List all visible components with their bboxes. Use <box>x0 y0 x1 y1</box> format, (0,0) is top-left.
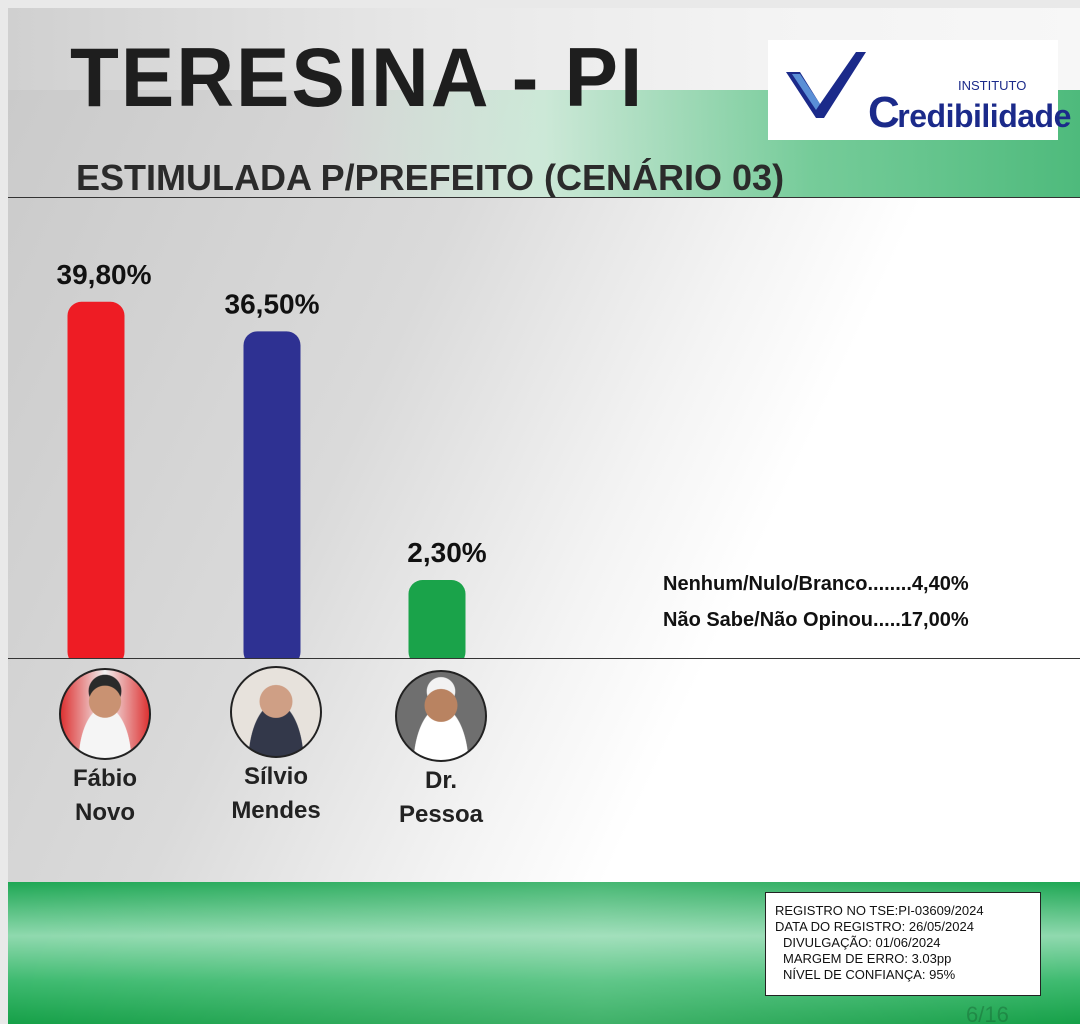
registro-margem: MARGEM DE ERRO: 3.03pp <box>783 951 952 966</box>
bar-value-label: 2,30% <box>407 537 486 568</box>
candidate-first-name: Fábio <box>73 765 137 792</box>
top-rule <box>8 197 1080 198</box>
logo-name-rest: redibilidade <box>897 98 1071 134</box>
candidate-last-name: Mendes <box>231 797 321 824</box>
registro-data: DATA DO REGISTRO: 26/05/2024 <box>775 919 974 934</box>
logo-name-text: Credibilidade <box>868 88 1071 138</box>
candidate-fabio-novo: Fábio Novo <box>25 668 185 828</box>
avatar <box>59 668 151 760</box>
instituto-credibilidade-logo: INSTITUTO Credibilidade <box>768 40 1071 140</box>
bar-chart: 39,80% 36,50% 2,30% <box>57 259 487 659</box>
chart-subtitle: ESTIMULADA P/PREFEITO (CENÁRIO 03) <box>76 157 785 198</box>
others-nao-sabe: Não Sabe/Não Opinou.....17,00% <box>663 609 969 631</box>
candidate-last-name: Novo <box>75 799 135 826</box>
bar-value-label: 36,50% <box>225 288 320 319</box>
bar-s-lvio-mendes <box>243 331 301 659</box>
avatar <box>395 670 487 762</box>
other-responses: Nenhum/Nulo/Branco........4,40% Não Sabe… <box>663 566 969 638</box>
poll-card: TERESINA - PI ESTIMULADA P/PREFEITO (CEN… <box>8 8 1080 1024</box>
registro-tse: REGISTRO NO TSE:PI-03609/2024 <box>775 903 984 918</box>
bar-value-label: 39,80% <box>57 259 152 290</box>
candidate-first-name: Dr. <box>424 767 457 794</box>
page-title: TERESINA - PI <box>70 31 645 124</box>
candidate-dr-pessoa: Dr. Pessoa <box>361 670 521 830</box>
baseline-rule <box>8 658 1080 659</box>
page-number: 6/16 <box>966 1002 1009 1024</box>
registro-box: REGISTRO NO TSE:PI-03609/2024 DATA DO RE… <box>765 892 1041 996</box>
bar-dr-pessoa <box>408 580 466 659</box>
candidate-last-name: Pessoa <box>398 801 484 828</box>
logo-instituto-text: INSTITUTO <box>958 78 1027 93</box>
logo-initial: C <box>868 88 900 137</box>
candidate-first-name: Sílvio <box>243 763 309 790</box>
bar-f-bio-novo <box>67 301 125 659</box>
registro-divulgacao: DIVULGAÇÃO: 01/06/2024 <box>783 935 941 950</box>
registro-confianca: NÍVEL DE CONFIANÇA: 95% <box>783 967 956 982</box>
avatar <box>230 666 322 758</box>
others-nenhum-nulo-branco: Nenhum/Nulo/Branco........4,40% <box>663 573 969 595</box>
candidate-silvio-mendes: Sílvio Mendes <box>196 666 356 826</box>
checkmark-icon <box>786 52 866 118</box>
